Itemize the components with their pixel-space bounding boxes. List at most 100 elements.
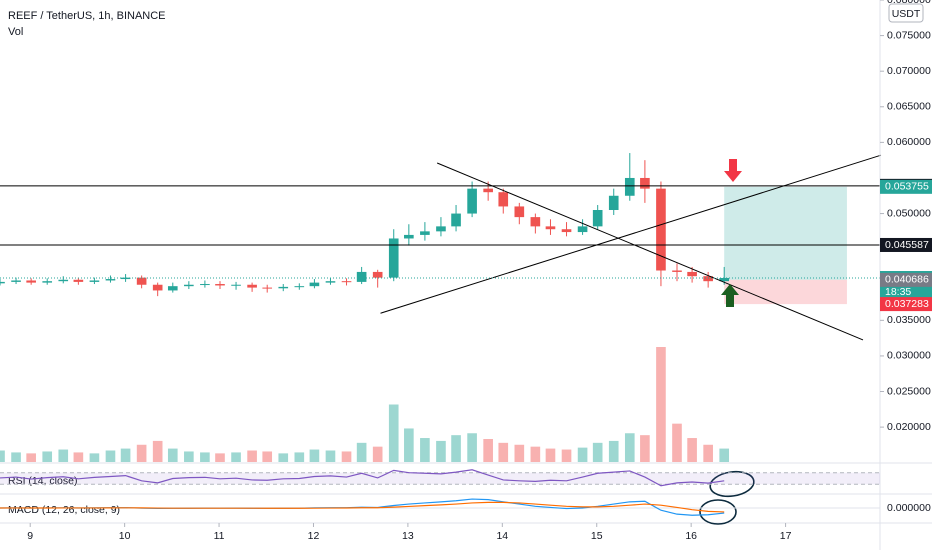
y-tick-label: 0.075000: [887, 29, 931, 41]
x-tick-label: 16: [685, 530, 697, 542]
trend-line: [436, 162, 864, 341]
chart-title: REEF / TetherUS, 1h, BINANCE: [8, 10, 166, 22]
y-tick-label: 0.060000: [887, 136, 931, 148]
volume-bar: [200, 452, 210, 462]
candle-body: [608, 195, 619, 210]
candle-body: [514, 206, 525, 218]
candle-body: [58, 279, 69, 282]
candle-body: [672, 270, 682, 272]
price-tag: [880, 272, 932, 287]
volume-bar: [592, 442, 603, 462]
candle-body: [656, 188, 666, 271]
x-tick-label: 10: [119, 530, 131, 542]
volume-bar: [608, 440, 619, 462]
x-tick-label: 11: [214, 530, 225, 542]
macd-line: [0, 501, 725, 513]
candle-body: [200, 284, 210, 286]
volume-bar: [420, 438, 430, 462]
volume-bar: [58, 449, 69, 462]
volume-bar: [640, 435, 650, 462]
target-zone: [724, 186, 847, 280]
volume-bar: [294, 452, 305, 462]
y-tick-label: 0.025000: [887, 385, 931, 397]
candle-body: [325, 281, 336, 283]
candle-body: [278, 286, 289, 289]
volume-bar: [687, 438, 697, 462]
volume-bar: [136, 444, 147, 462]
candle-body: [184, 284, 194, 287]
volume-bar: [247, 450, 257, 462]
candle-body: [592, 210, 603, 227]
candle-body: [26, 280, 36, 283]
volume-bar: [545, 448, 556, 462]
drawings-layer: [0, 154, 882, 341]
price-tag-label: 0.045587: [885, 239, 929, 251]
candle-body: [404, 234, 414, 239]
price-tag-label: 0.053755: [885, 181, 929, 193]
x-tick-label: 17: [780, 530, 792, 542]
volume-bar: [703, 444, 713, 462]
price-tag: [880, 237, 932, 252]
stop-zone: [724, 279, 847, 305]
candle-body: [105, 279, 116, 281]
volume-bar: [656, 347, 666, 462]
annotation-circle: [699, 499, 737, 525]
candle-body: [341, 281, 352, 283]
x-tick-label: 9: [27, 530, 33, 542]
macd-label: MACD (12, 26, close, 9): [8, 504, 120, 516]
y-tick-label: 0.070000: [887, 65, 931, 77]
price-tag-label: 0.037283: [885, 298, 929, 310]
volume-bar: [624, 433, 635, 462]
candle-body: [356, 271, 367, 282]
position-layer: [724, 186, 847, 305]
volume-bar: [42, 451, 53, 462]
candle-body: [420, 231, 430, 235]
volume-bar: [388, 404, 399, 462]
volume-bar: [404, 428, 414, 462]
candle-body: [247, 284, 257, 288]
volume-bar: [167, 448, 178, 462]
candle-body: [215, 284, 225, 286]
volume-bar: [152, 440, 163, 462]
y-tick-label: 0.020000: [887, 421, 931, 433]
volume-bar: [105, 450, 116, 462]
sell-arrow: [724, 159, 742, 182]
candle-body: [0, 281, 5, 284]
candle-body: [262, 287, 273, 289]
volume-bar: [215, 453, 225, 462]
buy-arrow: [721, 284, 739, 307]
price-tag: [880, 179, 932, 194]
volume-bar: [530, 446, 541, 462]
candle-body: [167, 286, 178, 291]
candle-body: [294, 286, 305, 288]
price-tag: [880, 297, 932, 312]
candle-body: [624, 177, 635, 196]
candle-body: [545, 226, 556, 230]
rsi-line: [0, 469, 725, 487]
candle-body: [309, 282, 320, 287]
currency-label: USDT: [892, 8, 921, 20]
volume-bar: [356, 442, 367, 462]
candle-body: [42, 281, 53, 283]
y-tick-label: 0.080000: [887, 0, 931, 6]
candle-body: [703, 276, 713, 282]
candle-body: [640, 177, 650, 189]
volume-bar: [451, 435, 461, 462]
volume-bar: [467, 433, 477, 462]
volume-bar: [26, 453, 36, 462]
x-tick-label: 14: [496, 530, 508, 542]
candle-body: [498, 192, 509, 207]
y-tick-label: 0.050000: [887, 207, 931, 219]
volume-bar: [436, 440, 446, 462]
volume-bar: [0, 450, 5, 462]
volume-bar: [73, 452, 84, 462]
y-tick-label: 0.035000: [887, 314, 931, 326]
candle-body: [467, 188, 477, 214]
volume-bar: [11, 452, 21, 462]
candle-body: [11, 280, 21, 282]
candle-body: [152, 284, 163, 291]
currency-badge[interactable]: [888, 3, 924, 23]
candle-body: [577, 226, 588, 233]
